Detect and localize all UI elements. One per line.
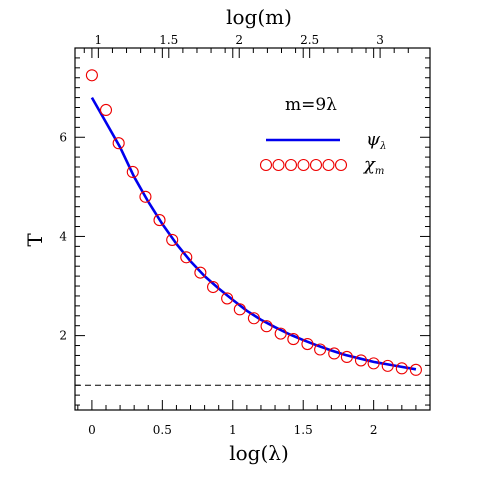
top-tick-label: 1.5 [159, 33, 178, 47]
top-tick-label: 1 [95, 33, 103, 47]
legend-marker-swatch [334, 158, 348, 172]
chi-m-data-point [233, 303, 246, 316]
annotation-text: m=9λ [285, 95, 337, 115]
chi-m-data-point [395, 362, 408, 375]
legend-marker-swatch [272, 158, 285, 172]
chi-m-data-point [85, 69, 98, 82]
legend-label-psi: ψλ [366, 129, 386, 152]
plot-frame [74, 47, 431, 411]
chi-m-data-point [328, 347, 341, 360]
chi-m-data-point [260, 320, 273, 333]
chi-m-data-point [139, 190, 152, 203]
series-group [85, 69, 422, 376]
x-tick-label: 0.5 [153, 423, 172, 437]
x-tick-label: 1 [229, 423, 237, 437]
chi-m-data-point [381, 359, 394, 372]
chi-m-data-point [287, 333, 300, 346]
chi-m-data-point [99, 103, 113, 117]
top-axis-title: log(m) [226, 5, 292, 29]
chi-m-data-point [274, 327, 287, 340]
legend-marker-swatch [284, 158, 298, 172]
x-tick-label: 0 [88, 423, 96, 437]
y-tick-label: 4 [59, 229, 67, 243]
legend-marker-swatch [309, 158, 323, 172]
top-tick-label: 2.5 [300, 33, 319, 47]
psi-lambda-series-line [90, 96, 417, 371]
x-tick-label: 2 [370, 423, 378, 437]
chi-m-data-point [166, 233, 179, 246]
legend-label-chi: χm [362, 154, 384, 177]
chi-m-data-point [153, 214, 166, 227]
chi-m-data-point [126, 165, 139, 179]
y-axis-title: T [23, 233, 47, 247]
x-axis-title: log(λ) [229, 441, 289, 465]
chi-m-data-point [354, 354, 368, 367]
x-tick-label: 1.5 [294, 423, 313, 437]
axis-ticks: 0 0.5 1 1.5 2 1 1.5 2 2.5 3 2 4 6 [59, 33, 430, 437]
legend-marker-swatch [297, 158, 310, 172]
chi-m-data-point [112, 137, 125, 150]
plot-border [74, 47, 431, 411]
y-tick-label: 6 [59, 130, 67, 144]
chi-m-data-point [221, 292, 234, 305]
chi-m-data-point [301, 337, 314, 351]
legend-label-chi-sub: m [375, 166, 384, 177]
top-tick-label: 2 [235, 33, 243, 47]
chi-m-data-point [180, 251, 193, 264]
chi-m-data-point [367, 357, 380, 370]
chi-m-data-point [409, 363, 422, 376]
chi-m-data-point [314, 343, 327, 356]
y-tick-label: 2 [59, 329, 67, 343]
legend-label-psi-sub: λ [379, 141, 386, 152]
chi-m-data-point [194, 266, 207, 279]
chi-m-data-point [207, 280, 220, 294]
legend-marker-swatch [259, 158, 273, 172]
chi-m-data-point [340, 350, 353, 363]
legend-marker-swatch [322, 158, 335, 172]
chi-m-data-point [247, 312, 260, 325]
top-tick-label: 3 [376, 33, 384, 47]
